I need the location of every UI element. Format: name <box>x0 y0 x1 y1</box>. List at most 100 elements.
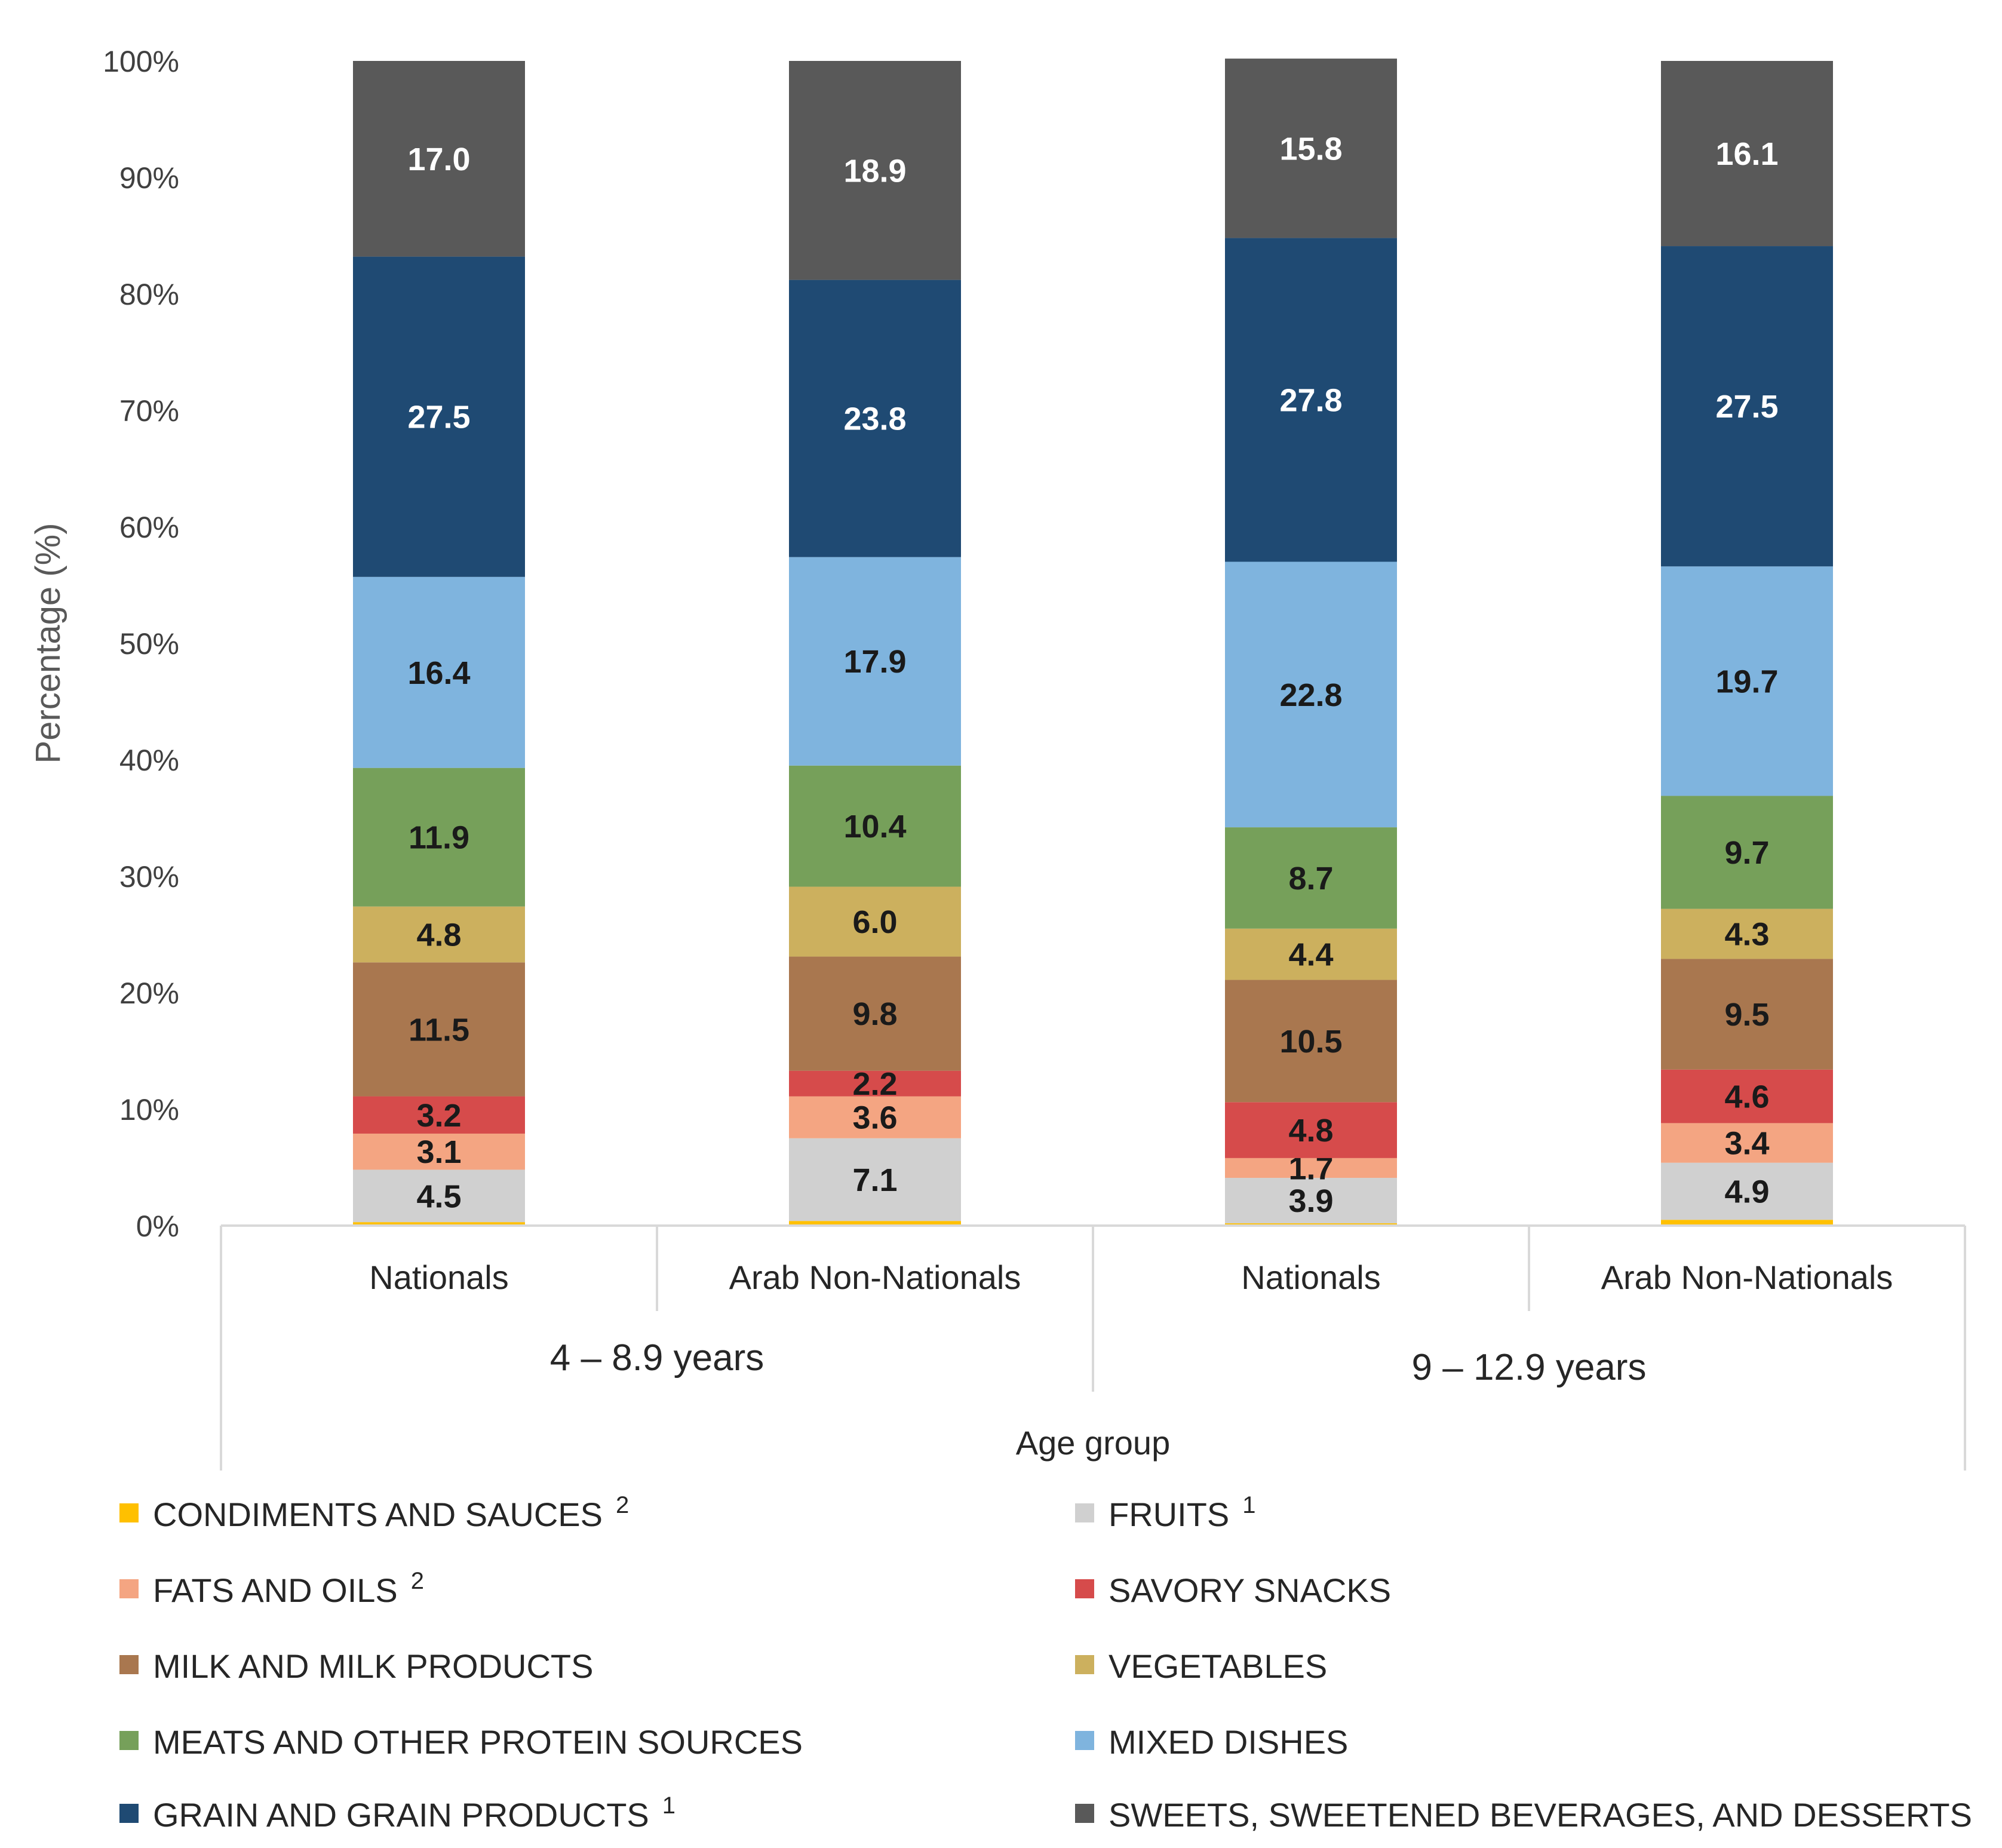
bar-segment <box>353 1133 525 1170</box>
y-tick-label: 60% <box>119 511 179 544</box>
legend-label: MIXED DISHES <box>1109 1723 1348 1761</box>
bar-segment <box>1225 238 1397 562</box>
bar-segment <box>1661 1162 1833 1220</box>
bar-segment <box>1661 796 1833 909</box>
group-label: 4 – 8.9 years <box>550 1337 764 1379</box>
data-label: 4.6 <box>1724 1079 1769 1115</box>
data-label: 4.3 <box>1724 917 1769 953</box>
bar-segment <box>353 256 525 577</box>
bar-segment <box>1661 246 1833 567</box>
y-tick-label: 0% <box>136 1210 179 1243</box>
bar-segment <box>789 1070 961 1097</box>
y-tick-label: 90% <box>119 161 179 195</box>
bar-segment <box>353 1096 525 1134</box>
data-label: 3.2 <box>416 1098 461 1134</box>
y-tick-label: 100% <box>103 45 179 78</box>
legend-swatch <box>1075 1655 1094 1674</box>
legend-label: FATS AND OILS <box>153 1571 398 1609</box>
y-axis-ticks: 0% 10% 20% 30% 40% 50% 60% 70% 80% 90% 100% Percent… <box>29 45 179 1243</box>
data-label: 10.4 <box>843 809 906 845</box>
bar-segment <box>789 886 961 957</box>
group-label: 9 – 12.9 years <box>1412 1347 1647 1388</box>
category-axis: Nationals Arab Non-Nationals Nationals Arab… <box>220 1224 1966 1471</box>
legend-footnote-marker: 2 <box>411 1568 424 1594</box>
bar-segment <box>1661 1220 1833 1226</box>
data-label: 17.9 <box>843 644 906 680</box>
data-label: 3.9 <box>1288 1183 1333 1219</box>
y-tick-label: 50% <box>119 627 179 661</box>
data-label: 9.7 <box>1724 835 1769 871</box>
data-label: 11.5 <box>409 1012 469 1048</box>
y-tick-label: 70% <box>119 394 179 428</box>
data-label: 2.2 <box>852 1066 897 1102</box>
data-label: 4.5 <box>416 1178 461 1214</box>
data-label: 8.7 <box>1288 861 1333 897</box>
legend-swatch <box>1075 1503 1094 1522</box>
y-tick-label: 30% <box>119 860 179 894</box>
bar-segment <box>1661 566 1833 796</box>
bar-segment <box>1225 928 1397 980</box>
data-label: 18.9 <box>843 153 906 189</box>
legend-swatch <box>119 1655 139 1674</box>
bar-segment <box>789 1221 961 1226</box>
bar-segment <box>353 768 525 907</box>
legend-label: GRAIN AND GRAIN PRODUCTS <box>153 1796 649 1834</box>
legend-footnote-marker: 1 <box>1242 1492 1255 1518</box>
bar-segment <box>1661 908 1833 959</box>
bar-segment <box>353 962 525 1097</box>
legend-swatch <box>119 1579 139 1598</box>
bar-segment <box>1661 61 1833 247</box>
legend-swatch <box>1075 1731 1094 1750</box>
y-tick-label: 40% <box>119 744 179 777</box>
bar-segment <box>353 906 525 963</box>
data-label: 6.0 <box>852 904 897 940</box>
bar-segment <box>1661 1123 1833 1163</box>
data-label: 9.5 <box>1724 997 1769 1033</box>
x-axis-title: Age group <box>1016 1424 1170 1462</box>
data-label: 17.0 <box>407 142 470 177</box>
bar-segment <box>353 1222 525 1226</box>
bar-segment <box>789 956 961 1071</box>
data-label: 27.8 <box>1279 382 1342 418</box>
legend-footnote-marker: 1 <box>662 1792 675 1819</box>
category-label: Nationals <box>1241 1258 1380 1296</box>
legend-label: FRUITS <box>1109 1496 1229 1533</box>
data-label: 19.7 <box>1715 664 1778 699</box>
y-tick-label: 80% <box>119 278 179 311</box>
bar-segment <box>1661 1069 1833 1123</box>
bars: 4.5 3.13.2 11.5 4.8 11.9 16.4 27.5 17.0 7.1 3.62.… <box>353 59 1833 1226</box>
data-label: 3.6 <box>852 1100 897 1136</box>
legend-label: SAVORY SNACKS <box>1109 1571 1391 1609</box>
bar-segment <box>1225 1158 1397 1178</box>
bar-segment <box>789 1138 961 1221</box>
bar-segment <box>1661 959 1833 1070</box>
legend-label: CONDIMENTS AND SAUCES <box>153 1496 603 1533</box>
bar-segment <box>353 576 525 768</box>
legend-label: VEGETABLES <box>1109 1647 1327 1685</box>
data-label: 11.9 <box>409 820 469 856</box>
data-label: 3.1 <box>416 1134 461 1170</box>
data-label: 10.5 <box>1279 1024 1342 1060</box>
legend: CONDIMENTS AND SAUCES 2 FRUITS 1 FATS AND OI… <box>119 1492 1972 1834</box>
data-label: 22.8 <box>1279 677 1342 713</box>
data-label: 4.4 <box>1288 937 1333 973</box>
bar-segment <box>1225 561 1397 828</box>
data-label: 27.5 <box>1715 389 1778 425</box>
category-label: Arab Non-Nationals <box>1601 1258 1893 1296</box>
bar-segment <box>1225 59 1397 238</box>
y-tick-label: 10% <box>119 1093 179 1126</box>
legend-label: SWEETS, SWEETENED BEVERAGES, AND DESSERT… <box>1109 1796 1972 1834</box>
data-label: 23.8 <box>843 401 906 437</box>
legend-label: MEATS AND OTHER PROTEIN SOURCES <box>153 1723 803 1761</box>
data-label: 4.8 <box>416 917 461 953</box>
data-label: 7.1 <box>852 1162 897 1198</box>
data-label: 4.9 <box>1724 1174 1769 1210</box>
legend-footnote-marker: 2 <box>616 1492 629 1518</box>
data-label: 27.5 <box>407 400 470 435</box>
legend-swatch <box>1075 1804 1094 1823</box>
bar-segment <box>353 1169 525 1223</box>
legend-swatch <box>1075 1579 1094 1598</box>
data-label: 16.1 <box>1715 136 1778 172</box>
bar-segment <box>1225 1102 1397 1158</box>
data-label: 15.8 <box>1279 131 1342 167</box>
